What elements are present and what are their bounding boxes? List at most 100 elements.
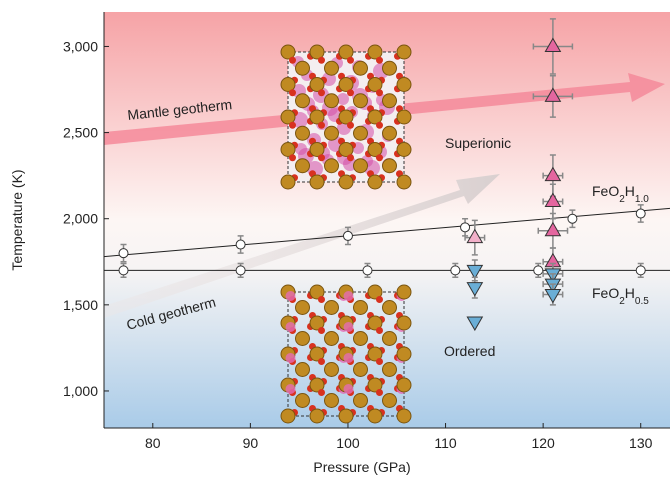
- x-tick-label: 110: [434, 435, 457, 451]
- point: [544, 192, 562, 207]
- fe-atom: [338, 408, 354, 424]
- fe-atom: [382, 393, 397, 408]
- annotation: Superionic: [445, 135, 511, 151]
- o-atom: [289, 121, 296, 129]
- point: [544, 166, 562, 182]
- point: [533, 265, 544, 276]
- o-atom: [318, 327, 325, 334]
- fe-atom: [295, 362, 310, 377]
- o-atom: [289, 89, 296, 97]
- fe-atom: [309, 408, 325, 424]
- annotation: FeO2H1.0: [592, 183, 649, 205]
- fe-atom: [367, 346, 383, 362]
- fe-atom: [324, 158, 339, 174]
- x-tick-label: 120: [531, 435, 555, 451]
- o-atom: [347, 121, 354, 129]
- o-atom: [347, 89, 354, 97]
- fe-atom: [324, 300, 339, 315]
- point: [544, 221, 562, 237]
- h-atom: [285, 384, 296, 394]
- fe-atom: [295, 300, 310, 315]
- annotation: Ordered: [444, 343, 495, 359]
- h-atom: [343, 353, 354, 363]
- fe-atom: [295, 331, 310, 346]
- fe-atom: [309, 142, 325, 157]
- fe-atom: [338, 142, 354, 157]
- point: [635, 265, 646, 276]
- decor: [104, 44, 665, 424]
- o-atom: [376, 296, 383, 303]
- cold-arrow: [104, 174, 500, 318]
- fe-atom: [367, 377, 383, 393]
- x-axis-label: Pressure (GPa): [313, 459, 410, 475]
- fe-atom: [382, 93, 397, 109]
- fe-atom: [309, 174, 325, 190]
- fe-atom: [382, 158, 397, 174]
- h-atom: [285, 353, 296, 363]
- x-tick-label: 130: [629, 435, 653, 451]
- x-tick-label: 90: [243, 435, 259, 451]
- fe-atom: [295, 60, 310, 76]
- fe-atom: [353, 300, 368, 315]
- fe-atom: [324, 93, 339, 109]
- o-atom: [376, 389, 383, 396]
- fe-atom: [338, 77, 354, 92]
- fe-atom: [396, 346, 412, 362]
- point: [342, 230, 353, 241]
- fe-atom: [382, 60, 397, 76]
- point: [466, 282, 484, 297]
- o-atom: [376, 154, 383, 162]
- fe-atom: [367, 44, 383, 60]
- fe-atom: [396, 142, 412, 157]
- fe-atom: [353, 125, 368, 141]
- y-tick-label: 2,000: [63, 211, 98, 227]
- y-axis-label: Temperature (K): [9, 169, 25, 270]
- fe-atom: [396, 315, 412, 331]
- point: [235, 265, 246, 276]
- fe-atom: [367, 315, 383, 331]
- o-atom: [318, 89, 325, 97]
- fe-atom: [309, 109, 325, 125]
- fe-atom: [382, 331, 397, 346]
- o-atom: [376, 358, 383, 365]
- fe-atom: [309, 346, 325, 362]
- fe-atom: [309, 44, 325, 60]
- fe-atom: [367, 174, 383, 190]
- fe-atom: [396, 284, 412, 300]
- fe-atom: [324, 60, 339, 76]
- fe-atom: [396, 77, 412, 92]
- point: [466, 228, 484, 244]
- point: [118, 248, 129, 259]
- fe-atom: [309, 284, 325, 300]
- fe-atom: [367, 408, 383, 424]
- fe-atom: [382, 362, 397, 377]
- y-tick-label: 1,500: [63, 297, 98, 313]
- o-atom: [318, 154, 325, 162]
- proton-cloud: [295, 143, 307, 155]
- fe-atom: [324, 362, 339, 377]
- point: [544, 289, 562, 304]
- annotation-part: H: [625, 183, 635, 199]
- proton-cloud: [337, 93, 349, 105]
- annotation-part: 1.0: [635, 194, 649, 205]
- point: [466, 316, 484, 332]
- point: [118, 265, 129, 276]
- point: [450, 265, 461, 276]
- point: [544, 37, 562, 52]
- x-tick-label: 100: [336, 435, 360, 451]
- o-atom: [318, 358, 325, 365]
- fe-atom: [367, 284, 383, 300]
- h-atom: [343, 384, 354, 394]
- fe-atom: [396, 377, 412, 393]
- fe-atom: [382, 300, 397, 315]
- point: [235, 239, 246, 250]
- fe-atom: [353, 60, 368, 76]
- fe-atom: [280, 142, 296, 157]
- fe-atom: [396, 408, 412, 424]
- y-tick-label: 3,000: [63, 38, 98, 54]
- o-atom: [347, 56, 354, 64]
- fe-atom: [324, 393, 339, 408]
- fe-atom: [367, 109, 383, 125]
- fe-atom: [338, 174, 354, 190]
